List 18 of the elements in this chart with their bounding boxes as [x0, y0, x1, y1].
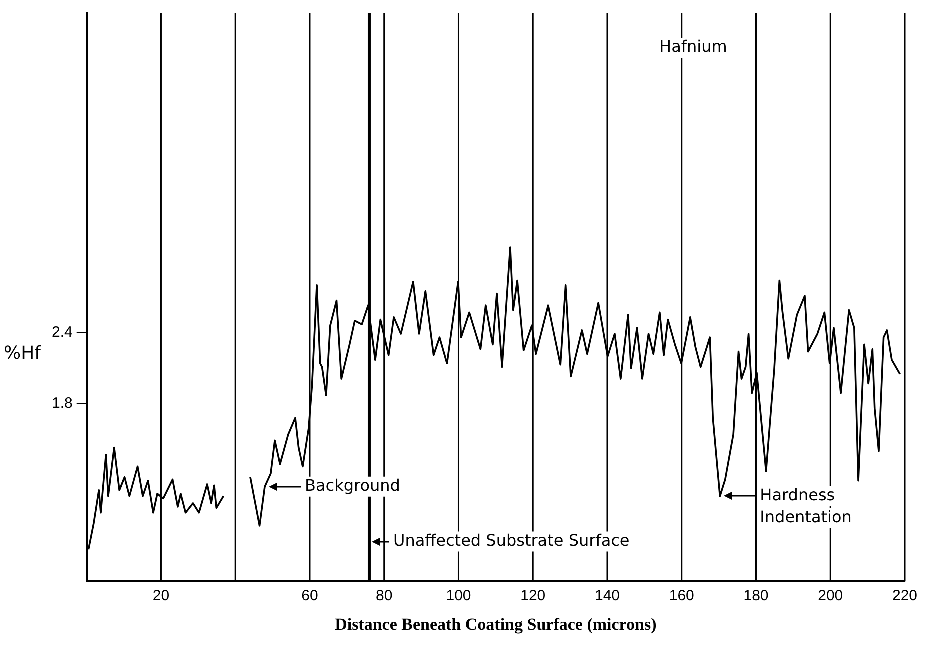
y-axis-title: %Hf: [4, 342, 42, 364]
annotation: Hardness Indentation: [760, 485, 852, 526]
x-axis-title: Distance Beneath Coating Surface (microns): [335, 615, 657, 634]
y-tick-label: 2.4: [52, 324, 73, 341]
ref-line-label: Unaffected Substrate Surface: [393, 530, 630, 550]
x-tick-label: 220: [892, 588, 918, 605]
x-tick-label: 160: [669, 588, 694, 605]
x-tick-label: 140: [594, 588, 620, 605]
x-tick-label: 80: [376, 588, 393, 605]
annotation: Hafnium: [660, 37, 728, 56]
x-tick-label: 100: [446, 588, 472, 605]
x-tick-label: 20: [152, 588, 170, 605]
x-tick-label: 120: [520, 588, 546, 605]
annotation: Background: [304, 476, 400, 495]
y-tick-label: 1.8: [52, 395, 73, 412]
x-tick-label: 60: [302, 588, 318, 605]
x-tick-label: 200: [818, 588, 844, 605]
x-tick-label: 180: [744, 588, 769, 605]
